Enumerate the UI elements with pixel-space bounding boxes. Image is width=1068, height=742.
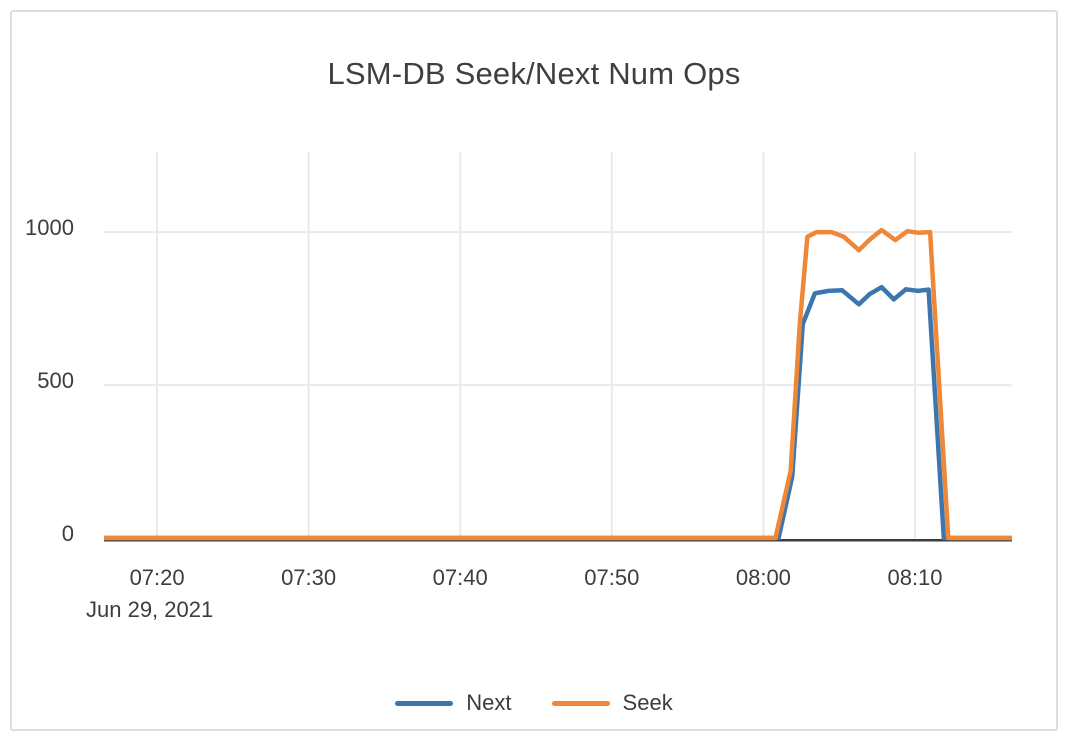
x-tick-label: 08:10 xyxy=(887,565,943,590)
legend-item-seek[interactable]: Seek xyxy=(551,690,673,716)
x-tick-label: 07:30 xyxy=(281,565,337,590)
x-tick-label: 07:20 xyxy=(129,565,185,590)
chart-card: LSM-DB Seek/Next Num Ops 07:20 07:30 07:40… xyxy=(10,10,1058,731)
chart-plot xyxy=(104,152,1012,542)
series-line-next xyxy=(104,284,1012,541)
series-line-seek xyxy=(104,227,1012,541)
x-tick-label: 07:50 xyxy=(584,565,640,590)
chart-title: LSM-DB Seek/Next Num Ops xyxy=(327,56,741,91)
x-tick-label: 08:00 xyxy=(735,565,791,590)
next-series-line-icon xyxy=(395,700,454,706)
legend-label-next: Next xyxy=(466,690,512,715)
legend-label-seek: Seek xyxy=(622,690,673,715)
legend-item-next[interactable]: Next xyxy=(395,690,512,716)
y-tick-label: 1000 xyxy=(25,215,74,241)
legend: Next Seek xyxy=(12,690,1056,716)
y-tick-label: 0 xyxy=(61,521,74,546)
seek-series-line-icon xyxy=(551,700,610,706)
y-tick-label: 500 xyxy=(37,368,74,394)
x-axis-date-label: Jun 29, 2021 xyxy=(86,597,214,622)
x-tick-label: 07:40 xyxy=(432,565,488,590)
